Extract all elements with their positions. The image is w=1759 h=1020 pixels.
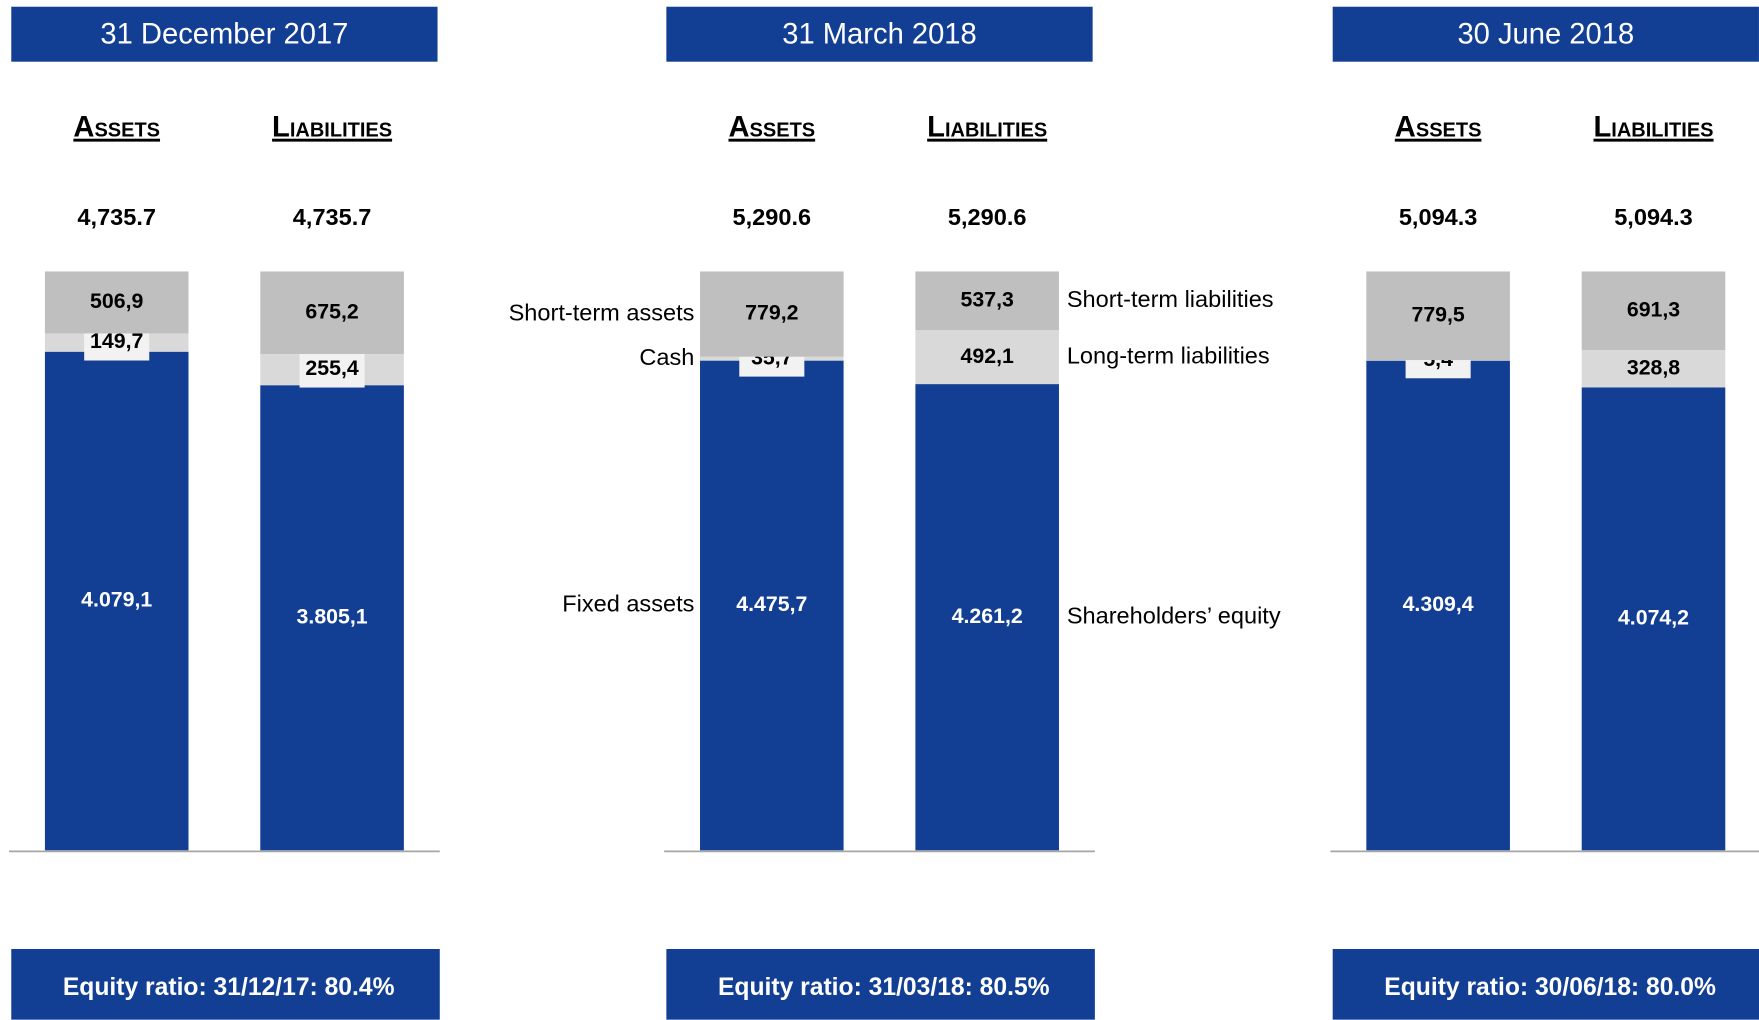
bar-segment: [44, 271, 189, 334]
segment-label: 691,3: [1627, 297, 1680, 321]
bar-segment: [1581, 271, 1726, 351]
footer-text: Equity ratio: 31/12/17: 80.4%: [63, 974, 395, 1001]
column-title: Assets: [73, 112, 160, 144]
bar-segment: [1366, 360, 1510, 851]
bar-segment: [260, 271, 404, 354]
panel-title: 30 June 2018: [1457, 19, 1634, 51]
segment-label: 4.079,1: [81, 588, 152, 612]
header-box: [1332, 6, 1759, 62]
bar-segment: [1366, 271, 1510, 361]
segment-label: 506,9: [90, 289, 143, 313]
segment-name: Cash: [639, 344, 694, 370]
segment-name: Short-term liabilities: [1067, 286, 1274, 312]
total-label: 5,094.3: [1614, 204, 1693, 230]
panel-title: 31 December 2017: [100, 19, 348, 51]
bar-segment: [915, 330, 1059, 385]
footer-text: Equity ratio: 30/06/18: 80.0%: [1384, 974, 1716, 1001]
column-title: Assets: [1395, 112, 1482, 144]
segment-label: 675,2: [305, 299, 358, 323]
bar-segment: [44, 351, 189, 851]
segment-label: 4.261,2: [952, 604, 1023, 628]
total-label: 5,290.6: [948, 204, 1027, 230]
label-box: [299, 351, 365, 388]
segment-name: Shareholders’ equity: [1067, 602, 1281, 628]
total-label: 4,735.7: [293, 204, 372, 230]
header-box: [11, 6, 438, 62]
footer-text: Equity ratio: 31/03/18: 80.5%: [718, 974, 1050, 1001]
segment-label: 779,2: [745, 301, 798, 325]
segment-name: Short-term assets: [509, 299, 695, 325]
bar-segment: [1581, 350, 1726, 388]
bar-segment: [700, 271, 844, 357]
segment-name: Fixed assets: [562, 591, 694, 617]
segment-label: 328,8: [1627, 355, 1680, 379]
bar-segment: [1581, 387, 1726, 851]
bar-segment: [915, 271, 1059, 331]
bar-segment: [260, 385, 404, 851]
segment-label: 4.475,7: [736, 592, 807, 616]
bar-segment: [915, 384, 1059, 851]
bar-segment: [700, 360, 844, 851]
footer-box: [666, 948, 1095, 1020]
segment-label: 492,1: [961, 344, 1014, 368]
segment-label: 537,3: [961, 287, 1014, 311]
column-title: Liabilities: [927, 112, 1047, 144]
segment-label: 4.309,4: [1403, 592, 1474, 616]
footer-box: [1332, 948, 1759, 1020]
column-title: Assets: [728, 112, 815, 144]
total-label: 4,735.7: [77, 204, 156, 230]
header-box: [666, 6, 1093, 62]
total-label: 5,094.3: [1399, 204, 1478, 230]
footer-box: [11, 948, 440, 1020]
segment-label: 4.074,2: [1618, 605, 1689, 629]
column-title: Liabilities: [272, 112, 392, 144]
column-title: Liabilities: [1593, 112, 1713, 144]
panel-title: 31 March 2018: [782, 19, 977, 51]
segment-label: 779,5: [1411, 302, 1464, 326]
segment-label: 255,4: [305, 356, 358, 380]
segment-name: Long-term liabilities: [1067, 342, 1270, 368]
segment-label: 3.805,1: [297, 604, 368, 628]
total-label: 5,290.6: [733, 204, 812, 230]
